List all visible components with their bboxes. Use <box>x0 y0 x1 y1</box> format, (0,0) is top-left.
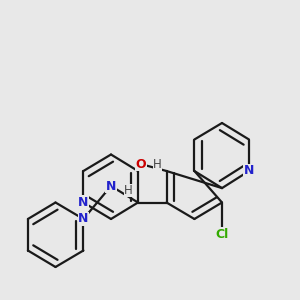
Text: N: N <box>78 212 88 226</box>
Text: N: N <box>244 164 254 178</box>
Text: H: H <box>153 158 162 171</box>
Text: O: O <box>136 158 146 171</box>
Text: N: N <box>106 179 116 193</box>
Text: N: N <box>78 196 88 209</box>
Text: H: H <box>124 184 133 197</box>
Text: Cl: Cl <box>215 228 229 241</box>
